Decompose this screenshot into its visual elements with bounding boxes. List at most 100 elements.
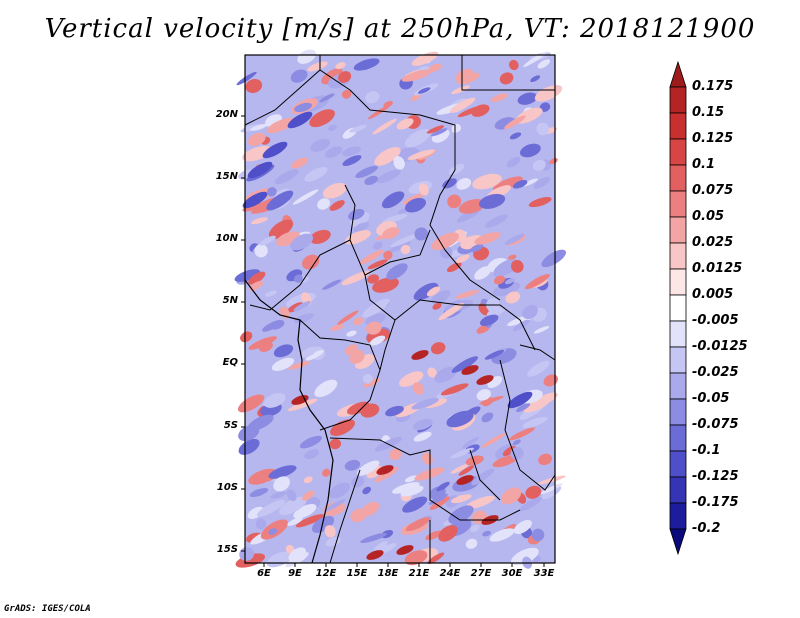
field-patch [314, 379, 338, 398]
colorbar-label: 0.175 [692, 79, 734, 94]
field-patch [541, 485, 562, 500]
field-patch [438, 302, 464, 321]
field-patch [530, 75, 541, 83]
field-patch [372, 118, 397, 135]
field-patch [392, 482, 420, 494]
field-patch [484, 349, 505, 360]
field-patch [418, 183, 429, 196]
field-patch [382, 227, 400, 240]
field-patch [324, 146, 343, 158]
field-patch [293, 504, 317, 519]
colorbar-label: -0.0125 [692, 339, 748, 354]
field-patch [346, 330, 357, 337]
field-patch [322, 279, 342, 290]
field-patch [268, 465, 297, 479]
field-patch [458, 465, 475, 476]
field-patch [451, 85, 470, 95]
field-patch [404, 197, 427, 213]
colorbar [669, 60, 687, 556]
field-patch [470, 524, 480, 532]
colorbar-swatch [669, 450, 687, 478]
lat-label: EQ [222, 357, 238, 368]
field-patch [376, 169, 401, 184]
lat-label: 15N [215, 171, 238, 182]
field-patch [234, 269, 261, 282]
field-patch [357, 460, 380, 476]
field-patch [344, 230, 371, 245]
field-patch [402, 193, 424, 205]
field-patch [401, 69, 432, 82]
field-patch [536, 122, 549, 136]
field-patch [402, 496, 428, 513]
field-patch [293, 301, 311, 312]
field-patch [500, 487, 522, 505]
colorbar-label: -0.175 [692, 495, 739, 510]
field-patch [301, 490, 315, 501]
field-patch [344, 459, 361, 471]
field-patch [299, 435, 322, 449]
colorbar-swatch [669, 112, 687, 140]
field-patch [249, 280, 264, 291]
field-patch [476, 389, 491, 401]
colorbar-swatch [669, 476, 687, 504]
field-patch [287, 517, 303, 526]
field-patch [465, 538, 478, 549]
colorbar-swatch [669, 138, 687, 166]
field-patch [517, 92, 538, 105]
field-patch [248, 336, 277, 350]
field-patch [510, 447, 524, 460]
colorbar-label: -0.005 [692, 313, 739, 328]
field-patch [465, 455, 484, 466]
field-patch [448, 163, 465, 175]
field-patch [372, 277, 399, 293]
field-patch [485, 214, 508, 228]
field-patch [511, 259, 524, 273]
field-patch [446, 262, 462, 273]
lon-label: 18E [377, 568, 399, 579]
field-patch [512, 179, 528, 189]
field-patch [486, 307, 505, 317]
field-patch [347, 401, 370, 415]
field-patch [276, 231, 300, 247]
field-patch [358, 249, 384, 265]
grads-credit: GrADS: IGES/COLA [4, 604, 91, 614]
field-patch [455, 69, 474, 83]
field-patch [385, 405, 404, 417]
field-patch [413, 282, 439, 301]
field-patch [300, 346, 318, 358]
field-patch [364, 175, 379, 186]
field-patch [329, 200, 345, 211]
field-patch [450, 464, 469, 474]
lon-label: 24E [439, 568, 461, 579]
field-patch [263, 392, 286, 408]
field-patch [429, 496, 450, 511]
field-patch [267, 187, 277, 197]
colorbar-swatch [669, 372, 687, 400]
field-patch [362, 298, 390, 318]
field-patch [447, 194, 462, 209]
colorbar-label: -0.1 [692, 443, 721, 458]
velocity-field [234, 49, 566, 569]
field-patch [531, 528, 545, 542]
field-patch [509, 132, 522, 140]
field-patch [387, 241, 412, 253]
field-patch [338, 71, 352, 83]
field-patch [478, 193, 506, 209]
field-patch [471, 468, 495, 486]
field-patch [362, 378, 381, 388]
field-patch [436, 481, 450, 492]
field-patch [522, 416, 548, 428]
field-patch [533, 326, 550, 334]
field-patch [456, 178, 472, 190]
colorbar-label: -0.025 [692, 365, 739, 380]
field-patch [360, 403, 380, 418]
field-patch [504, 115, 526, 130]
colorbar-swatch [669, 86, 687, 114]
field-patch [512, 319, 530, 332]
field-patch [465, 495, 495, 509]
field-patch [317, 198, 331, 210]
lon-label: 33E [533, 568, 555, 579]
field-patch [286, 489, 297, 502]
field-patch [399, 371, 424, 387]
